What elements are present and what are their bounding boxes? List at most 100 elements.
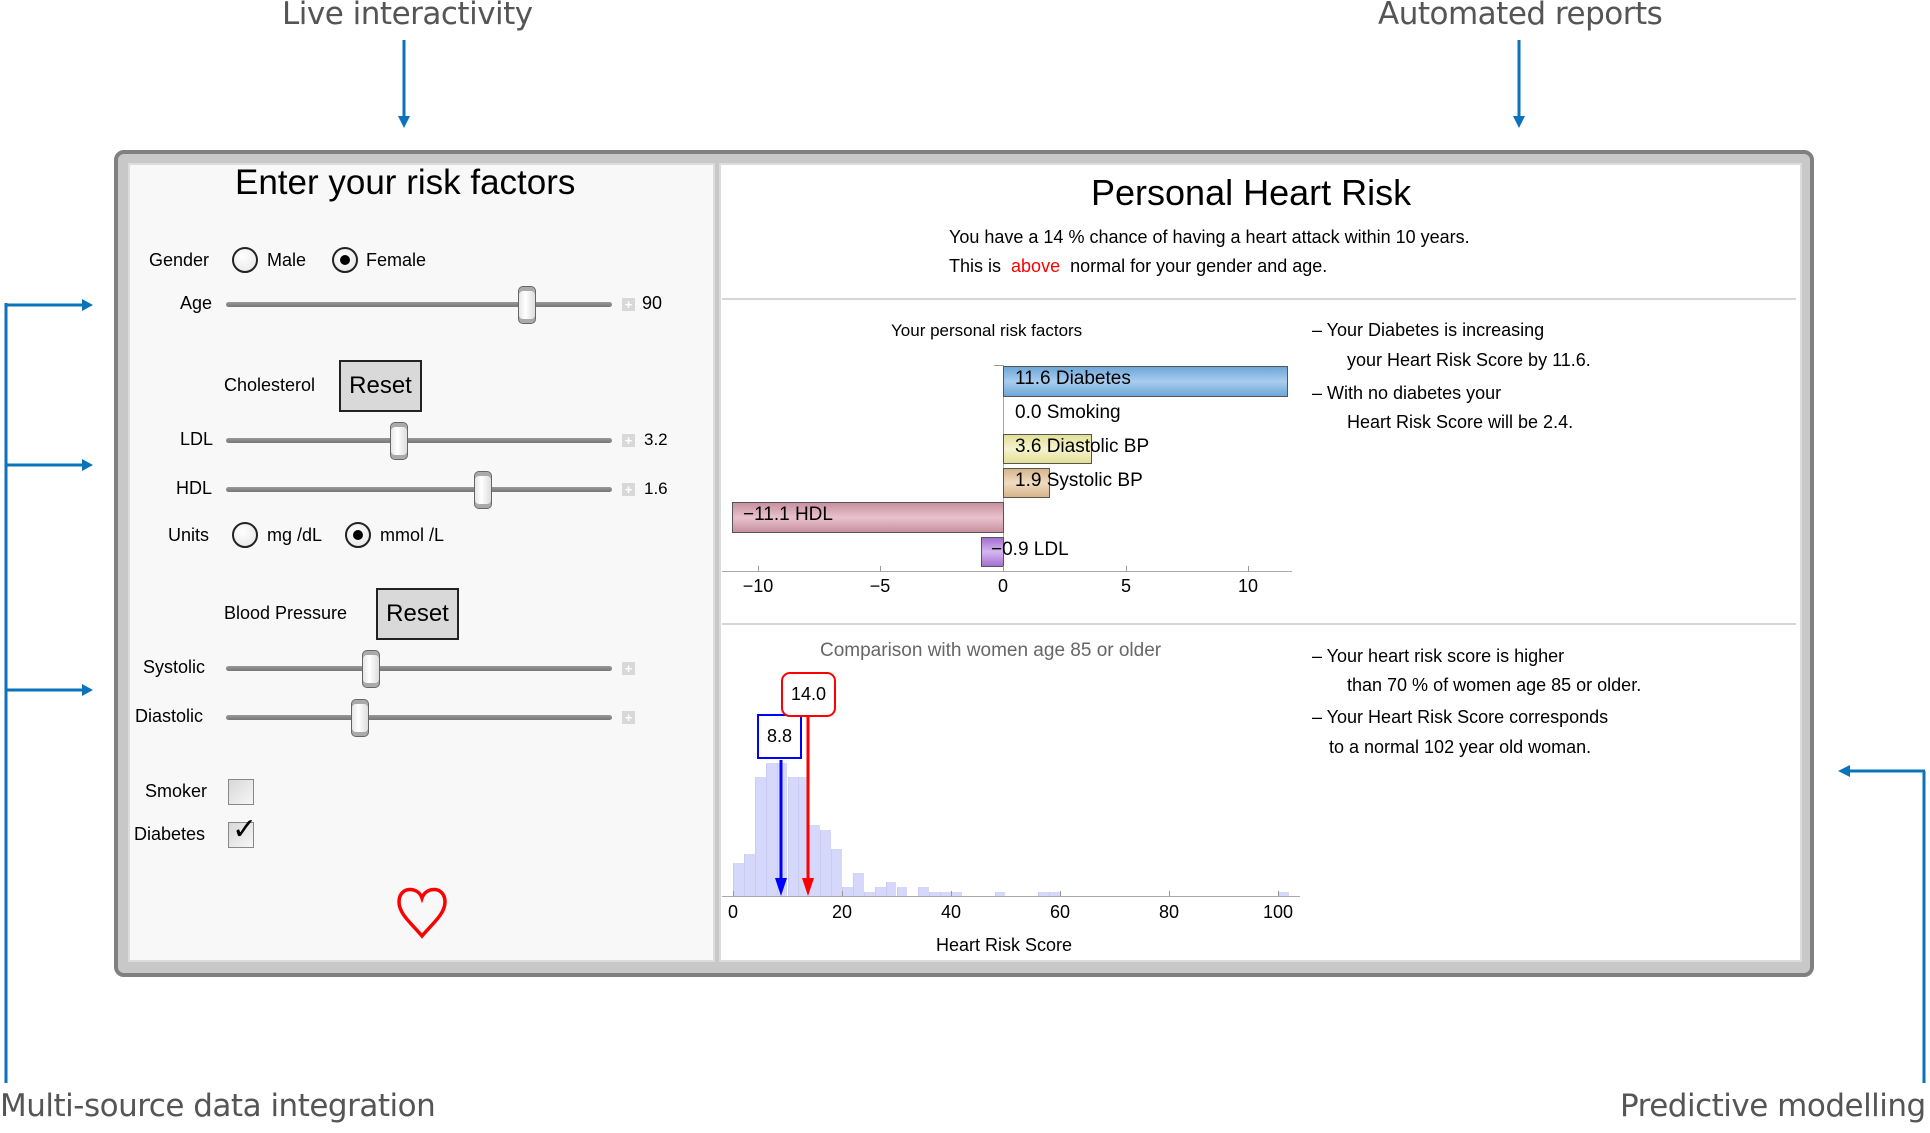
annotation-automated-reports: Automated reports: [1378, 0, 1663, 32]
histogram-bin: [754, 777, 766, 896]
systolic-slider-thumb[interactable]: [362, 650, 380, 688]
tick: [951, 891, 952, 896]
x-tick-label: 0: [727, 902, 739, 922]
annotation-multi-source: Multi-source data integration: [0, 1088, 436, 1124]
bar-diastolic-bp: [1003, 434, 1092, 464]
histogram-bin: [809, 825, 821, 896]
age-label: Age: [180, 293, 213, 313]
histogram-bin: [831, 849, 842, 896]
bar-hdl: [732, 502, 1004, 533]
comparison-chart-title: Comparison with women age 85 or older: [820, 640, 1162, 661]
hdl-slider-track[interactable]: [226, 487, 612, 492]
bar-label-diastolic-bp: 3.6 Diastolic BP: [1015, 436, 1150, 457]
risk-note-line: – With no diabetes your: [1312, 383, 1502, 403]
risk-note-line: your Heart Risk Score by 11.6.: [1347, 350, 1591, 370]
hdl-expand-icon[interactable]: +: [622, 483, 635, 496]
diastolic-expand-icon[interactable]: +: [622, 711, 635, 724]
ldl-slider-track[interactable]: [226, 438, 612, 443]
histogram-bin: [798, 777, 810, 896]
histogram-bin: [874, 887, 886, 896]
gender-female-radio[interactable]: [332, 247, 358, 273]
axis-cap: [994, 365, 1004, 366]
gender-male-label[interactable]: Male: [267, 250, 307, 270]
histogram-bin: [863, 892, 875, 896]
risk-factor-input-panel: [128, 163, 715, 962]
tick: [758, 566, 759, 571]
x-tick-label: 20: [831, 902, 853, 922]
x-axis-line: [722, 571, 1292, 572]
histogram-bin: [733, 863, 744, 896]
bar-label-hdl: −11.1 HDL: [743, 504, 833, 525]
tick: [842, 891, 843, 896]
comparison-note-line: to a normal 102 year old woman.: [1329, 737, 1592, 757]
tick: [1060, 891, 1061, 896]
histogram-bin: [929, 892, 941, 896]
units-label: Units: [168, 525, 210, 545]
score-markers: [775, 716, 814, 896]
histogram-bin: [1049, 892, 1060, 896]
histogram-bin: [852, 873, 864, 896]
histogram-bin: [787, 777, 799, 896]
age-value: 90: [642, 293, 663, 313]
gender-male-radio[interactable]: [232, 247, 258, 273]
x-tick-label: 40: [940, 902, 962, 922]
risk-summary-suffix: normal for your gender and age.: [1065, 256, 1328, 276]
tick: [1003, 566, 1004, 571]
units-mgdl-label[interactable]: mg /dL: [267, 525, 323, 545]
bar-ldl: [981, 537, 1004, 567]
x-tick-label: 0: [997, 576, 1009, 596]
x-tick-label: 80: [1158, 902, 1180, 922]
comparison-note-line: – Your Heart Risk Score corresponds: [1312, 707, 1609, 727]
ldl-expand-icon[interactable]: +: [622, 434, 635, 447]
blood-pressure-label: Blood Pressure: [224, 603, 348, 623]
bar-diabetes: [1003, 366, 1288, 397]
x-tick-label: −10: [742, 576, 774, 596]
histogram-x-axis: [722, 896, 1300, 897]
gender-female-label[interactable]: Female: [366, 250, 427, 270]
units-mmol-label[interactable]: mmol /L: [380, 525, 445, 545]
systolic-expand-icon[interactable]: +: [622, 662, 635, 675]
age-slider-track[interactable]: [226, 302, 612, 307]
age-expand-icon[interactable]: +: [622, 298, 635, 311]
tick: [1169, 891, 1170, 896]
tick: [733, 891, 734, 896]
input-panel-title: Enter your risk factors: [235, 163, 576, 202]
hdl-value: 1.6: [644, 479, 668, 498]
diastolic-slider-thumb[interactable]: [351, 699, 369, 737]
diabetes-checkbox[interactable]: ✓: [228, 815, 257, 848]
annotation-live-interactivity: Live interactivity: [282, 0, 533, 32]
gender-label: Gender: [149, 250, 210, 270]
x-tick-label: 60: [1049, 902, 1071, 922]
risk-summary-line2: This is above normal for your gender and…: [949, 256, 1327, 277]
units-mmol-radio[interactable]: [345, 522, 371, 548]
x-tick-label: 10: [1237, 576, 1259, 596]
histogram-bin: [885, 882, 897, 896]
risk-level-highlight: above: [1011, 256, 1061, 276]
comparison-note-line: than 70 % of women age 85 or older.: [1347, 675, 1642, 695]
risk-note-line: – Your Diabetes is increasing: [1312, 320, 1545, 340]
annotation-predictive-modelling: Predictive modelling: [1620, 1088, 1926, 1124]
systolic-slider-track[interactable]: [226, 666, 612, 671]
bar-systolic-bp: [1003, 468, 1050, 498]
hdl-slider-thumb[interactable]: [474, 471, 492, 509]
tick: [1248, 566, 1249, 571]
blood-pressure-reset-button[interactable]: Reset: [376, 588, 459, 640]
section-divider: [722, 623, 1796, 625]
report-title: Personal Heart Risk: [1091, 172, 1412, 213]
histogram-bin: [918, 887, 930, 896]
age-slider-thumb[interactable]: [518, 286, 536, 324]
cholesterol-label: Cholesterol: [224, 375, 316, 395]
heart-risk-report-panel: [719, 163, 1802, 962]
population-score-marker-box: 14.0: [781, 672, 836, 717]
ldl-value: 3.2: [644, 430, 668, 449]
units-mgdl-radio[interactable]: [232, 522, 258, 548]
bar-label-systolic-bp: 1.9 Systolic BP: [1015, 470, 1143, 491]
ldl-slider-thumb[interactable]: [390, 422, 408, 460]
histogram-bin: [1038, 892, 1050, 896]
smoker-checkbox[interactable]: [228, 779, 254, 805]
diastolic-slider-track[interactable]: [226, 715, 612, 720]
diabetes-label: Diabetes: [134, 824, 206, 844]
histogram-bin: [743, 854, 755, 896]
risk-note-line: Heart Risk Score will be 2.4.: [1347, 412, 1574, 432]
cholesterol-reset-button[interactable]: Reset: [339, 360, 422, 412]
